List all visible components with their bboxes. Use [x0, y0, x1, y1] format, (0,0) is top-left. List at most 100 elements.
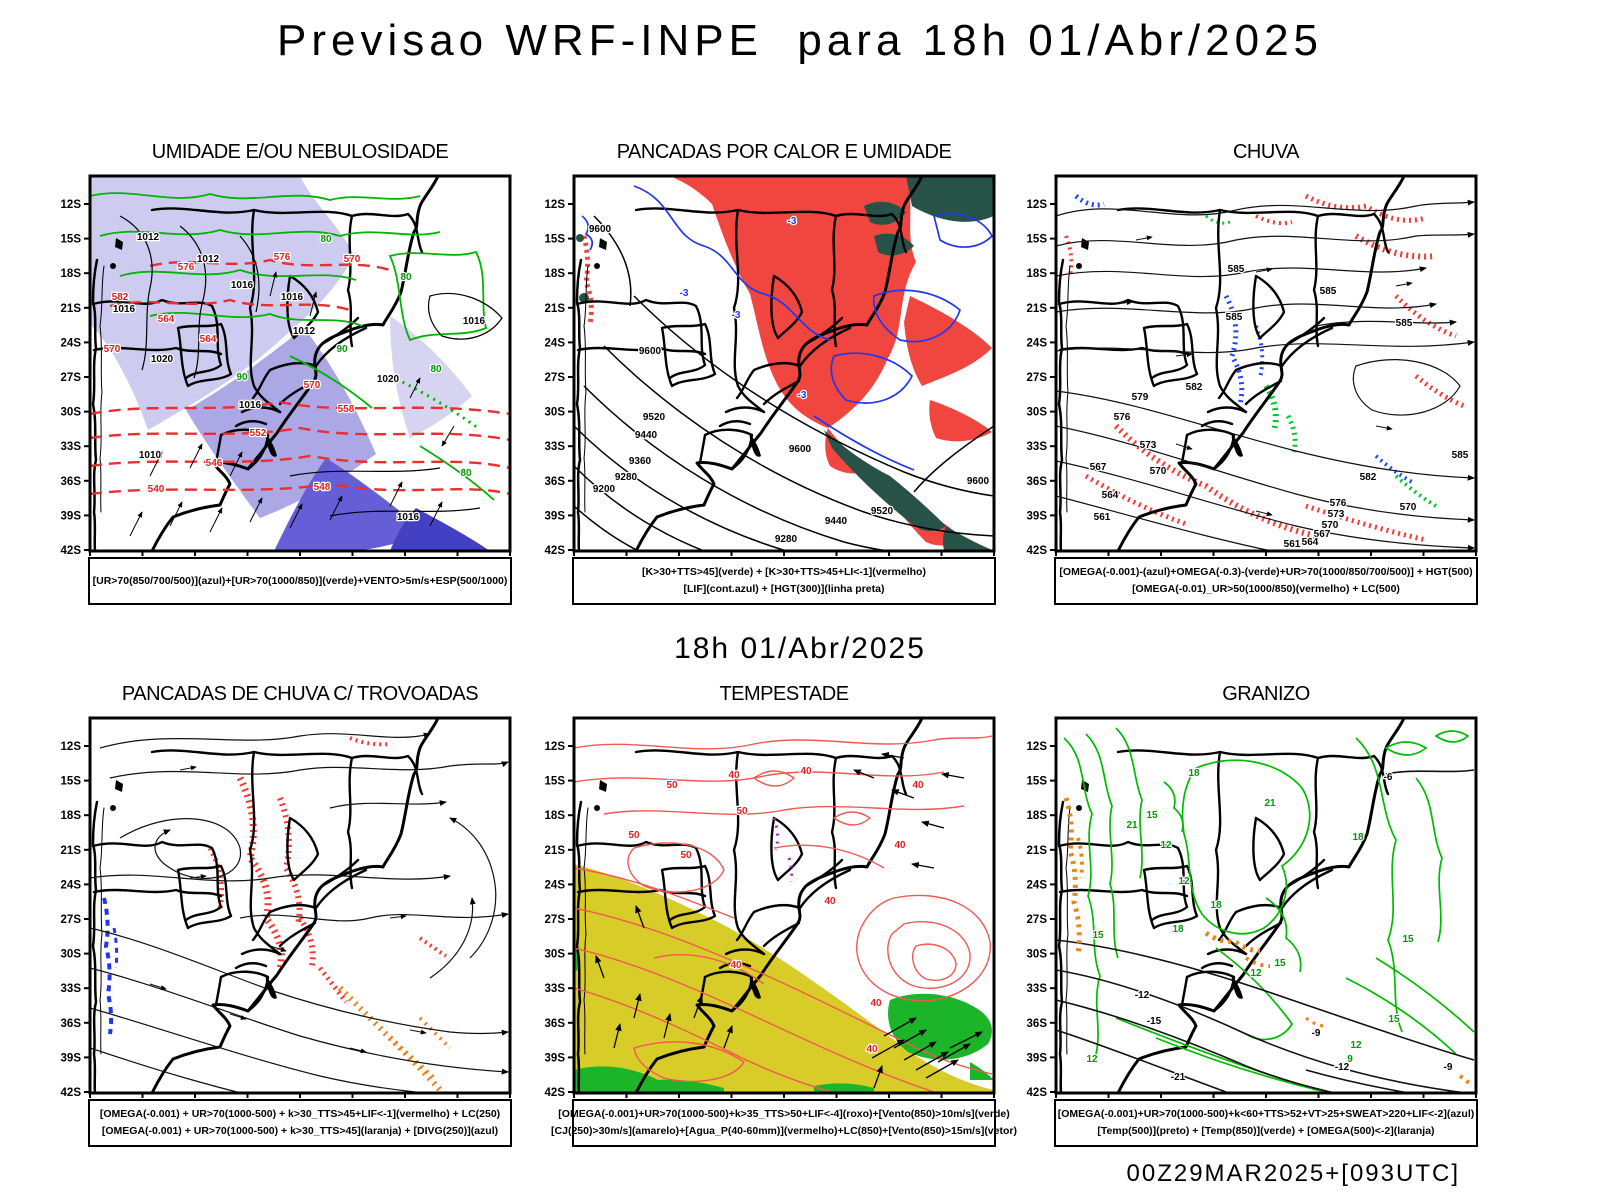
valid-time-subtitle: 18h 01/Abr/2025: [674, 632, 926, 665]
svg-text:-12: -12: [1135, 990, 1150, 1001]
svg-text:570: 570: [1150, 466, 1167, 477]
svg-text:585: 585: [1226, 312, 1243, 323]
svg-text:40: 40: [870, 998, 882, 1009]
svg-text:15S: 15S: [61, 776, 82, 788]
svg-text:90: 90: [336, 344, 348, 355]
svg-text:21S: 21S: [1027, 845, 1048, 857]
svg-text:15S: 15S: [1027, 234, 1048, 246]
svg-text:9: 9: [1347, 1054, 1353, 1065]
panel-pancadas-calor-title: PANCADAS POR CALOR E UMIDADE: [616, 141, 952, 163]
svg-text:9520: 9520: [643, 412, 666, 423]
svg-text:24S: 24S: [1027, 879, 1048, 891]
svg-text:564: 564: [1102, 490, 1119, 501]
svg-text:570: 570: [104, 344, 121, 355]
svg-text:15: 15: [1402, 934, 1414, 945]
svg-text:50: 50: [736, 806, 748, 817]
svg-text:-3: -3: [798, 390, 807, 401]
svg-text:30S: 30S: [1027, 949, 1048, 961]
svg-text:21S: 21S: [61, 303, 82, 315]
svg-text:585: 585: [1320, 286, 1337, 297]
svg-text:15: 15: [1274, 958, 1286, 969]
svg-text:9440: 9440: [825, 516, 848, 527]
svg-text:18: 18: [1352, 832, 1364, 843]
panel-umidade-title: UMIDADE E/OU NEBULOSIDADE: [151, 141, 449, 163]
svg-text:15S: 15S: [545, 234, 566, 246]
svg-text:567: 567: [1314, 529, 1331, 540]
svg-text:33S: 33S: [61, 983, 82, 995]
svg-text:42S: 42S: [545, 545, 566, 557]
svg-text:27S: 27S: [1027, 372, 1048, 384]
svg-text:12: 12: [1086, 1054, 1098, 1065]
svg-text:12S: 12S: [1027, 741, 1048, 753]
svg-text:15: 15: [1388, 1014, 1400, 1025]
svg-text:30S: 30S: [545, 949, 566, 961]
svg-text:21: 21: [1126, 820, 1138, 831]
svg-text:585: 585: [1396, 318, 1413, 329]
svg-text:18S: 18S: [545, 810, 566, 822]
svg-text:573: 573: [1328, 509, 1345, 520]
svg-text:12S: 12S: [61, 741, 82, 753]
panel-tempestade: TEMPESTADE: [538, 682, 1017, 1200]
svg-text:80: 80: [320, 234, 332, 245]
svg-text:1012: 1012: [137, 232, 160, 243]
svg-text:18: 18: [1172, 924, 1184, 935]
svg-text:12: 12: [1350, 1040, 1362, 1051]
svg-text:30S: 30S: [61, 949, 82, 961]
svg-text:18S: 18S: [61, 268, 82, 280]
panel-chuva: CHUVA: [1020, 140, 1482, 670]
svg-text:12S: 12S: [1027, 199, 1048, 211]
svg-text:585: 585: [1228, 264, 1245, 275]
svg-text:9280: 9280: [615, 472, 638, 483]
svg-text:1016: 1016: [239, 400, 262, 411]
svg-text:27S: 27S: [1027, 914, 1048, 926]
svg-text:27S: 27S: [545, 372, 566, 384]
svg-text:27S: 27S: [61, 372, 82, 384]
svg-text:36S: 36S: [1027, 476, 1048, 488]
svg-text:24S: 24S: [1027, 337, 1048, 349]
map-granizo: 18 15 21 12 21 18 18 15 12 15 15 12 9 12 15 12 18 -6 -12 -1…: [1027, 716, 1478, 1112]
svg-text:33S: 33S: [545, 441, 566, 453]
svg-text:1020: 1020: [377, 374, 400, 385]
svg-text:567: 567: [1090, 462, 1107, 473]
map-umidade-nebulosidade: 1012 1012 1016 1016 1016 1012 1020 1016 1020 1016…: [61, 174, 512, 570]
svg-text:-21: -21: [1171, 1072, 1186, 1083]
svg-text:18: 18: [1188, 768, 1200, 779]
svg-text:39S: 39S: [545, 1052, 566, 1064]
svg-text:80: 80: [430, 364, 442, 375]
panel-pancadas-trovoadas-title: PANCADAS DE CHUVA C/ TROVOADAS: [121, 683, 479, 705]
svg-text:-12: -12: [1335, 1062, 1350, 1073]
legend-chuva: [OMEGA(-0.001)-(azul)+OMEGA(-0.3)-(verde…: [1054, 557, 1478, 605]
panel-granizo: GRANIZO: [1020, 682, 1482, 1200]
svg-text:33S: 33S: [1027, 441, 1048, 453]
svg-text:582: 582: [1360, 472, 1377, 483]
svg-text:15S: 15S: [61, 234, 82, 246]
svg-text:18S: 18S: [545, 268, 566, 280]
svg-text:1016: 1016: [281, 292, 304, 303]
svg-text:42S: 42S: [1027, 545, 1048, 557]
svg-text:33S: 33S: [1027, 983, 1048, 995]
svg-text:30S: 30S: [61, 407, 82, 419]
svg-text:1016: 1016: [463, 316, 486, 327]
run-info-footer: 00Z29MAR2025+[093UTC]: [1126, 1160, 1460, 1187]
svg-text:40: 40: [824, 896, 836, 907]
map-pancadas-trovoadas: 12S15S18S21S24S27S30S33S36S39S42S70W65W6…: [61, 716, 512, 1112]
svg-text:1010: 1010: [139, 450, 162, 461]
panel-chuva-title: CHUVA: [1232, 141, 1300, 163]
svg-text:50: 50: [666, 780, 678, 791]
svg-text:9600: 9600: [639, 346, 662, 357]
svg-text:27S: 27S: [545, 914, 566, 926]
svg-text:12: 12: [1250, 968, 1262, 979]
svg-text:18S: 18S: [1027, 810, 1048, 822]
svg-text:9200: 9200: [593, 484, 616, 495]
svg-text:50: 50: [680, 850, 692, 861]
svg-text:570: 570: [344, 254, 361, 265]
svg-text:585: 585: [1452, 450, 1469, 461]
svg-text:576: 576: [274, 252, 291, 263]
svg-text:9600: 9600: [589, 224, 612, 235]
svg-text:42S: 42S: [61, 545, 82, 557]
svg-text:9440: 9440: [635, 430, 658, 441]
svg-text:564: 564: [200, 334, 217, 345]
map-chuva: 5855855855825795765735705675645615855825…: [1027, 174, 1478, 570]
svg-text:40: 40: [728, 770, 740, 781]
